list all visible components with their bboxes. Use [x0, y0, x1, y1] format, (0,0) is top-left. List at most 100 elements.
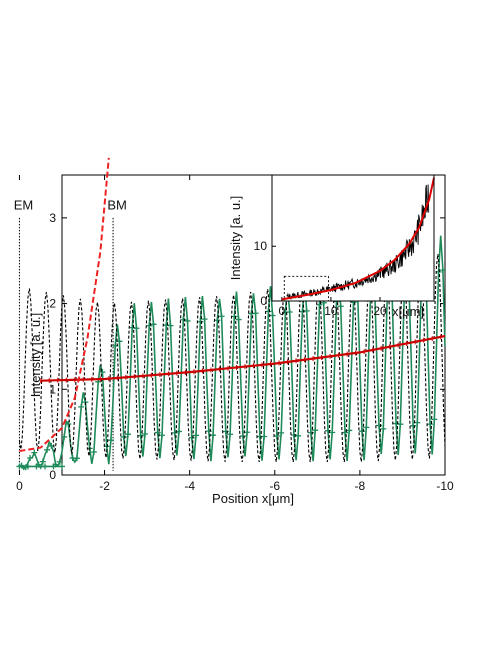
green-marker [431, 416, 438, 423]
green-marker [39, 458, 46, 465]
green-marker [180, 316, 187, 323]
green-marker [205, 428, 212, 435]
x-tick-label: -4 [184, 479, 195, 493]
green-marker [52, 461, 59, 468]
inset-x-tick-label: 10 [324, 304, 338, 318]
green-marker [346, 427, 353, 434]
x-tick-label: 0 [16, 479, 23, 493]
green-marker [252, 310, 259, 317]
green-marker [146, 322, 153, 329]
green-marker [193, 432, 200, 439]
inset-axes-frame [271, 174, 435, 302]
green-marker [363, 424, 370, 431]
green-marker [235, 316, 242, 323]
main-chart: 0 1 2 3 0 -2 -4 -6 -8 -10 EM BM Position x[μm] In… [14, 157, 454, 506]
green-marker [312, 427, 319, 434]
green-marker [341, 429, 348, 436]
inset-series [281, 177, 435, 302]
green-marker [380, 425, 387, 432]
green-marker [197, 318, 204, 325]
green-marker [261, 433, 268, 440]
green-marker [286, 309, 293, 316]
green-marker [65, 420, 72, 427]
main-x-axis-label: Position x[μm] [212, 491, 294, 506]
inset-x-ticks: 0 10 20 [278, 297, 387, 318]
inset-x-tick-label: 20 [373, 304, 387, 318]
green-marker [41, 463, 48, 470]
green-marker [295, 432, 302, 439]
green-marker [184, 317, 191, 324]
y-tick-label: 1 [49, 382, 56, 396]
green-marker [273, 432, 280, 439]
green-marker [397, 421, 404, 428]
x-tick-label: -2 [99, 479, 110, 493]
green-marker [299, 308, 306, 315]
green-marker [90, 449, 97, 456]
green-marker [244, 429, 251, 436]
green-marker [99, 369, 106, 376]
green-marker [150, 321, 157, 328]
green-marker [159, 432, 166, 439]
green-marker [73, 455, 80, 462]
green-marker [231, 313, 238, 320]
green-marker [188, 434, 195, 441]
green-marker [78, 403, 85, 410]
black-dashed-series [18, 254, 446, 463]
inset-y-tick-label: 10 [254, 239, 268, 253]
annotation-bm: BM [107, 197, 127, 212]
green-marker [133, 325, 140, 332]
x-tick-label: -6 [269, 479, 280, 493]
inset-y-axis-label: Intensity [a. u.] [228, 196, 243, 281]
green-marker [27, 454, 34, 461]
x-tick-label: -8 [355, 479, 366, 493]
main-annotations: EM BM [14, 197, 127, 471]
inset-chart: 0 10 0 10 20 x[μm] Intensity [a. u.] [228, 174, 435, 319]
green-marker [176, 428, 183, 435]
green-marker [278, 429, 285, 436]
inset-noisy-series [286, 184, 430, 301]
green-series-markers [16, 267, 446, 471]
red-fit-markers [40, 334, 442, 384]
green-marker [167, 322, 174, 329]
green-marker [56, 458, 63, 465]
green-marker [227, 431, 234, 438]
inset-red-fit [281, 177, 435, 301]
main-y-axis-label: Intensity [a. u.] [28, 313, 43, 398]
green-marker [290, 431, 297, 438]
green-marker [239, 433, 246, 440]
green-marker [59, 463, 65, 470]
main-series [16, 157, 446, 471]
y-tick-label: 2 [49, 297, 56, 311]
green-marker [35, 461, 42, 468]
x-tick-label: -10 [436, 479, 454, 493]
green-marker [137, 432, 144, 439]
green-marker [410, 422, 417, 429]
green-marker [31, 449, 38, 456]
red-dashed-exponential [19, 157, 110, 452]
green-marker [22, 464, 29, 471]
green-marker [337, 303, 344, 310]
y-tick-label: 0 [49, 468, 56, 482]
inset-x-tick-label: 0 [278, 304, 285, 318]
green-marker [376, 422, 383, 429]
inset-x-axis-label: x[μm] [392, 304, 424, 319]
inset-y-tick-label: 0 [260, 294, 267, 308]
green-marker [427, 421, 434, 428]
green-marker [359, 428, 366, 435]
green-marker [265, 308, 272, 315]
green-marker [439, 267, 446, 274]
annotation-em: EM [14, 197, 34, 212]
green-marker [154, 429, 161, 436]
green-marker [18, 462, 25, 469]
red-fit-line [40, 335, 446, 382]
green-marker [218, 313, 225, 320]
green-marker [307, 429, 314, 436]
green-marker [329, 429, 336, 436]
green-marker [61, 433, 68, 440]
main-x-ticks: 0 -2 -4 -6 -8 -10 [16, 175, 454, 493]
inset-background [272, 175, 434, 301]
green-marker [316, 301, 323, 308]
green-marker [124, 431, 131, 438]
green-marker [324, 427, 331, 434]
